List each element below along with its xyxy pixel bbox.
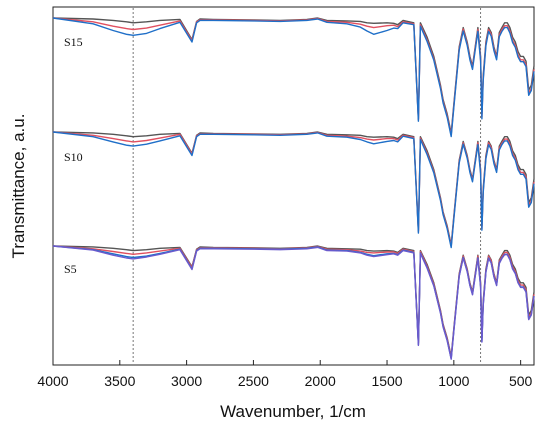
y-axis-title: Transmittance, a.u. [9,114,28,259]
spectrum-s10-3 [52,131,535,249]
x-tick-label: 3000 [171,373,202,389]
panel-labels: S15 S10 S5 [64,35,83,276]
panel-label-s15: S15 [64,35,83,49]
panel-s15 [52,17,535,138]
spectrum-s5-4 [52,245,535,360]
x-axis-title: Wavenumber, 1/cm [220,402,366,421]
x-tick-label: 1500 [371,373,402,389]
x-tick-label: 4000 [37,373,68,389]
panel-label-s10: S10 [64,150,83,164]
panel-s10 [52,131,535,249]
plot-frame [52,6,535,366]
x-tick-label: 1000 [438,373,469,389]
x-axis-ticks: 4000 3500 3000 2500 2000 1500 1000 500 [37,360,533,389]
spectra-curves [52,17,535,360]
x-tick-label: 3500 [104,373,135,389]
spectrum-s15-3 [52,17,535,138]
panel-label-s5: S5 [64,262,77,276]
x-tick-label: 500 [509,373,533,389]
x-tick-label: 2000 [305,373,336,389]
panel-s5 [52,245,535,360]
x-tick-label: 2500 [238,373,269,389]
